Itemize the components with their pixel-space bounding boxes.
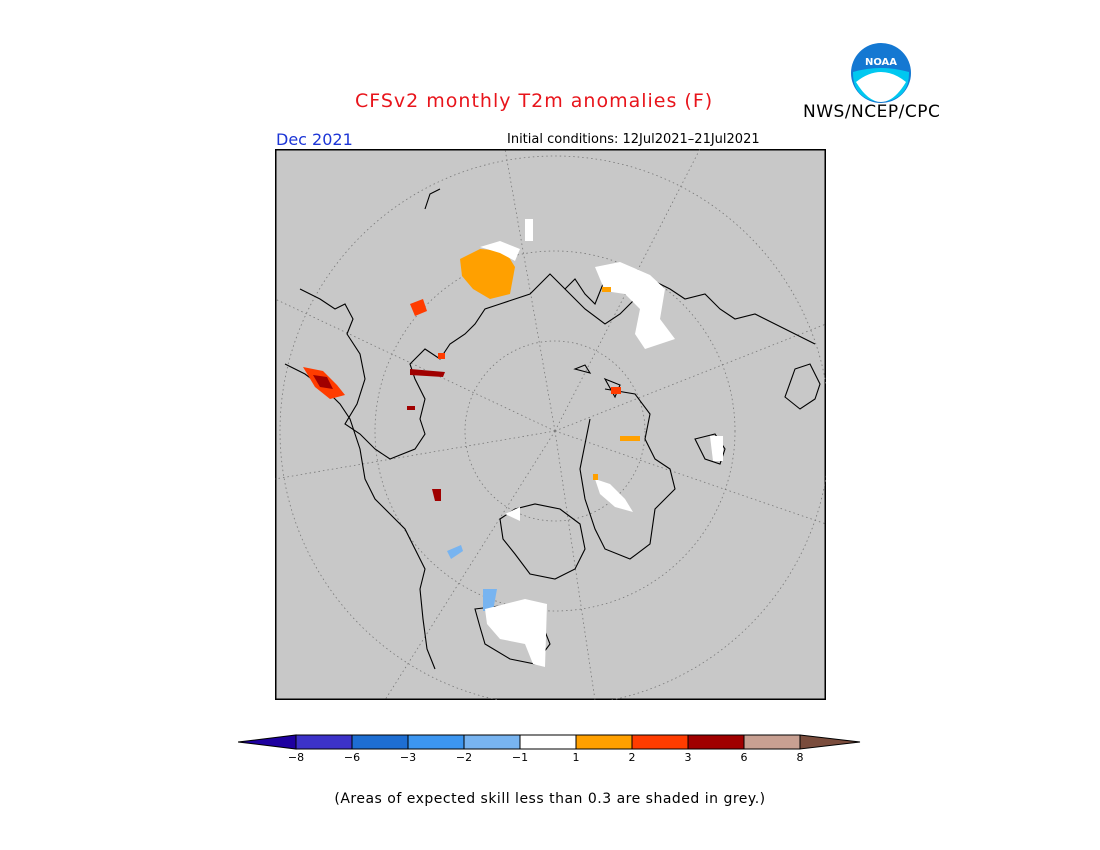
colorbar-tick-label: 1 <box>572 751 580 764</box>
anomaly-patch-darkred <box>313 375 333 389</box>
anomaly-patch-white <box>505 507 520 521</box>
initial-conditions: Initial conditions: 12Jul2021–21Jul2021 <box>507 132 760 147</box>
agency-label: NWS/NCEP/CPC <box>803 102 941 122</box>
anomaly-patches <box>303 219 723 667</box>
colorbar-swatch <box>744 735 800 749</box>
anomaly-patch-red <box>611 387 621 394</box>
anomaly-patch-lightblue <box>447 545 463 559</box>
colorbar-swatch <box>520 735 576 749</box>
anomaly-patch-white <box>710 436 723 461</box>
anomaly-patch-red <box>410 299 427 316</box>
colorbar-tick-label: 3 <box>684 751 692 764</box>
colorbar-swatch <box>632 735 688 749</box>
latitude-circles <box>279 155 826 700</box>
colorbar-tick-label: −8 <box>287 751 305 764</box>
svg-text:NOAA: NOAA <box>865 57 897 68</box>
anomaly-patch-lightblue <box>483 589 497 611</box>
colorbar-swatch <box>688 735 744 749</box>
anomaly-patch-orange <box>593 474 598 480</box>
anomaly-colorbar <box>238 734 861 750</box>
anomaly-patch-white <box>485 599 547 667</box>
colorbar-tick-label: 8 <box>796 751 804 764</box>
anomaly-patch-white <box>595 479 633 512</box>
colorbar-swatch <box>464 735 520 749</box>
colorbar-swatch <box>352 735 408 749</box>
polar-anomaly-map <box>275 149 826 700</box>
colorbar-arrow-right <box>800 735 860 749</box>
colorbar-tick-label: −3 <box>399 751 417 764</box>
anomaly-patch-white <box>525 219 533 241</box>
anomaly-patch-white <box>595 262 675 349</box>
colorbar-tick-label: −6 <box>343 751 361 764</box>
colorbar-swatch <box>296 735 352 749</box>
colorbar-swatch <box>408 735 464 749</box>
chart-title: CFSv2 monthly T2m anomalies (F) <box>355 90 714 112</box>
colorbar-swatch <box>576 735 632 749</box>
anomaly-patch-darkred <box>407 406 415 410</box>
anomaly-patch-darkred <box>410 369 445 377</box>
noaa-logo-icon: NOAA <box>851 43 911 103</box>
colorbar-tick-label: 6 <box>740 751 748 764</box>
anomaly-patch-orange <box>620 436 640 441</box>
skill-footnote: (Areas of expected skill less than 0.3 a… <box>334 791 766 807</box>
anomaly-patch-red <box>438 353 445 359</box>
forecast-month: Dec 2021 <box>276 130 353 149</box>
colorbar-tick-label: −1 <box>511 751 529 764</box>
anomaly-patch-white <box>480 241 520 261</box>
anomaly-patch-orange <box>602 287 611 292</box>
anomaly-patch-darkred <box>432 489 441 501</box>
colorbar-tick-label: −2 <box>455 751 473 764</box>
colorbar-tick-label: 2 <box>628 751 636 764</box>
colorbar-arrow-left <box>238 735 296 749</box>
anomaly-patch-orange <box>460 249 515 299</box>
